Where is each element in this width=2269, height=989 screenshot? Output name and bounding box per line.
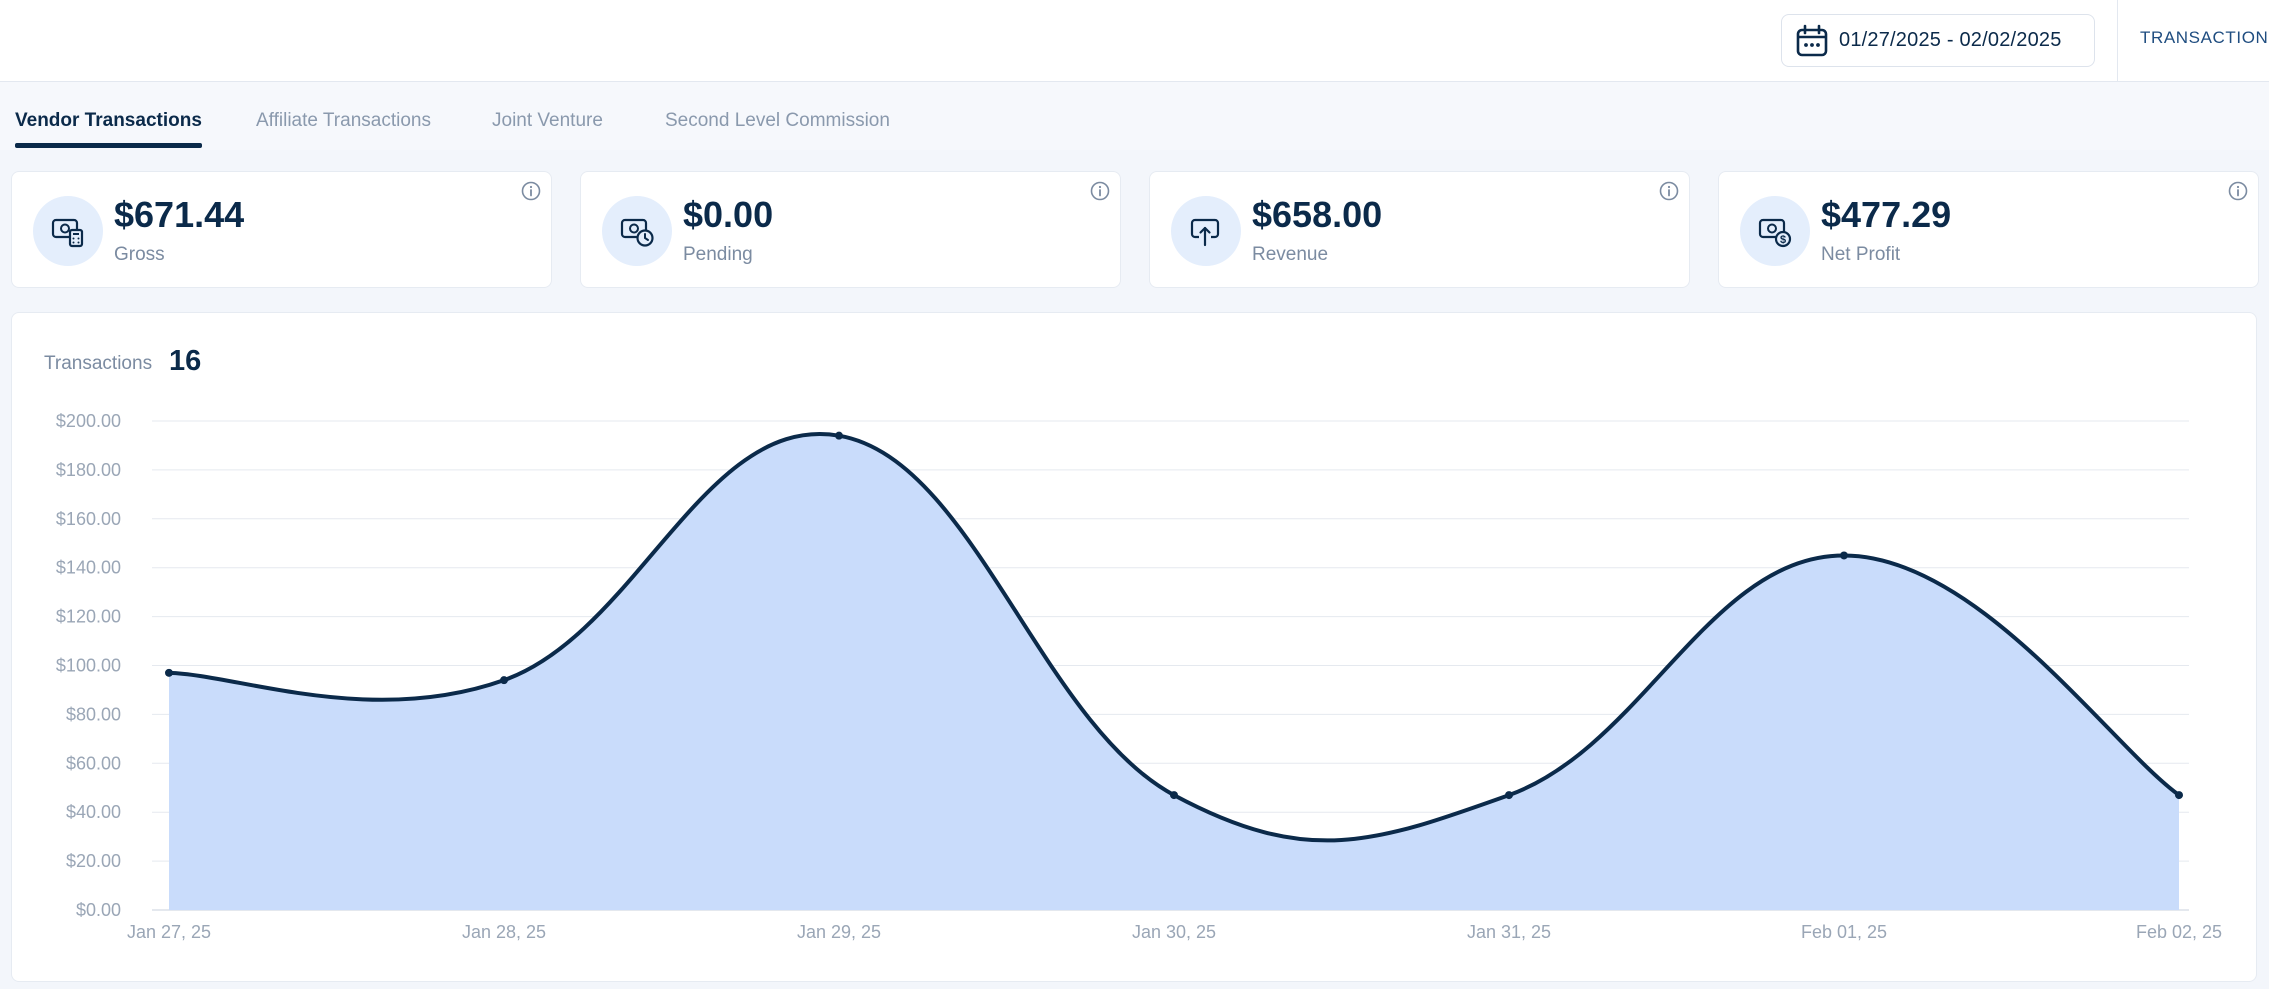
transactions-count: 16 (169, 345, 202, 377)
y-tick-label: $140.00 (56, 558, 121, 578)
info-icon[interactable] (1089, 180, 1111, 202)
info-icon[interactable] (1658, 180, 1680, 202)
stat-card-pending: $0.00 Pending (580, 171, 1121, 288)
money-up-arrow-icon (1171, 196, 1241, 266)
data-point[interactable] (165, 668, 173, 677)
stat-card-gross: $671.44 Gross (11, 171, 552, 288)
tab-second-level-commission[interactable]: Second Level Commission (665, 110, 890, 131)
transactions-chart-panel: Transactions 16 $0.00 $20.00 $40.00 $60.00 $… (11, 312, 2257, 982)
tab-joint-venture[interactable]: Joint Venture (492, 110, 603, 131)
tab-affiliate-transactions[interactable]: Affiliate Transactions (256, 110, 431, 131)
stat-card-revenue: $658.00 Revenue (1149, 171, 1690, 288)
y-tick-label: $60.00 (66, 753, 121, 773)
transactions-link[interactable]: TRANSACTIONS (2140, 28, 2269, 47)
pending-label: Pending (683, 244, 753, 265)
tab-bar: Vendor Transactions Affiliate Transactio… (0, 82, 2269, 150)
info-icon[interactable] (2227, 180, 2249, 202)
stat-card-net-profit: $ $477.29 Net Profit (1718, 171, 2259, 288)
money-coins-icon: $ (1740, 196, 1810, 266)
svg-text:$: $ (1780, 234, 1786, 246)
gross-label: Gross (114, 244, 165, 265)
transactions-label: Transactions (44, 353, 153, 374)
y-tick-label: $0.00 (76, 900, 121, 920)
date-range-picker[interactable]: 01/27/2025 - 02/02/2025 (1781, 14, 2095, 67)
revenue-value: $658.00 (1252, 194, 1383, 235)
data-point[interactable] (500, 676, 508, 685)
x-tick-label: Jan 28, 25 (462, 922, 546, 942)
x-tick-label: Jan 30, 25 (1132, 922, 1216, 942)
y-tick-label: $20.00 (66, 851, 121, 871)
y-tick-label: $100.00 (56, 656, 121, 676)
x-tick-label: Feb 02, 25 (2136, 922, 2222, 942)
y-tick-label: $80.00 (66, 704, 121, 724)
net-profit-value: $477.29 (1821, 194, 1952, 235)
y-tick-label: $40.00 (66, 802, 121, 822)
data-point[interactable] (1170, 791, 1178, 800)
money-calculator-icon (33, 196, 103, 266)
y-tick-label: $120.00 (56, 607, 121, 627)
gross-value: $671.44 (114, 194, 245, 235)
data-point[interactable] (2175, 791, 2183, 800)
y-tick-label: $160.00 (56, 509, 121, 529)
data-point[interactable] (1505, 791, 1513, 800)
data-point[interactable] (1840, 551, 1848, 560)
info-icon[interactable] (520, 180, 542, 202)
net-profit-label: Net Profit (1821, 244, 1901, 265)
money-clock-icon (602, 196, 672, 266)
transactions-area-chart: $0.00 $20.00 $40.00 $60.00 $80.00 $100.00 $120… (56, 411, 2222, 942)
y-tick-label: $180.00 (56, 460, 121, 480)
calendar-icon (1796, 24, 1828, 56)
tab-vendor-transactions[interactable]: Vendor Transactions (15, 110, 202, 131)
data-point[interactable] (835, 431, 843, 440)
active-tab-indicator (15, 143, 202, 148)
x-tick-label: Jan 29, 25 (797, 922, 881, 942)
area-fill (169, 433, 2179, 910)
x-tick-label: Jan 27, 25 (127, 922, 211, 942)
top-bar: 01/27/2025 - 02/02/2025 TRANSACTIONS (0, 0, 2269, 82)
x-tick-label: Jan 31, 25 (1467, 922, 1551, 942)
y-tick-label: $200.00 (56, 411, 121, 431)
revenue-label: Revenue (1252, 244, 1329, 265)
date-range-text: 01/27/2025 - 02/02/2025 (1839, 29, 2062, 51)
x-tick-label: Feb 01, 25 (1801, 922, 1887, 942)
pending-value: $0.00 (683, 194, 774, 235)
top-divider (2117, 0, 2118, 82)
